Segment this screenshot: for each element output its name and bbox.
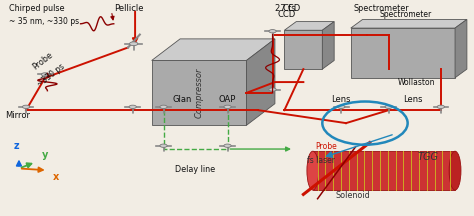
Polygon shape [351, 19, 467, 28]
Circle shape [385, 105, 392, 108]
Text: x: x [53, 172, 59, 183]
Polygon shape [152, 39, 275, 60]
Circle shape [337, 105, 345, 108]
Text: Spectrometer: Spectrometer [353, 4, 409, 13]
Text: Mirror: Mirror [5, 111, 30, 120]
Text: Probe: Probe [315, 142, 337, 151]
Text: CCD: CCD [278, 10, 296, 19]
Polygon shape [313, 151, 455, 190]
Text: Delay line: Delay line [175, 165, 216, 174]
Text: Glan: Glan [173, 95, 192, 104]
Polygon shape [152, 60, 246, 125]
Text: OAP: OAP [219, 95, 236, 104]
Text: 27 fs: 27 fs [275, 4, 296, 13]
Circle shape [224, 144, 231, 147]
Text: Lens: Lens [402, 95, 422, 104]
Circle shape [269, 30, 276, 33]
Circle shape [160, 144, 167, 147]
Text: Lens: Lens [331, 95, 351, 104]
Circle shape [129, 42, 138, 46]
Polygon shape [284, 22, 334, 30]
Text: Pellicle: Pellicle [114, 4, 143, 13]
Circle shape [129, 105, 137, 108]
Polygon shape [246, 39, 275, 125]
Text: z: z [14, 141, 19, 151]
Circle shape [269, 88, 276, 91]
Circle shape [437, 105, 445, 108]
Polygon shape [455, 19, 467, 78]
Text: CCD: CCD [282, 4, 301, 13]
Ellipse shape [307, 151, 319, 190]
Polygon shape [284, 30, 322, 69]
Polygon shape [322, 22, 334, 69]
Text: TGG: TGG [417, 152, 438, 162]
Ellipse shape [449, 151, 461, 190]
Text: ~ 35 nm, ~330 ps: ~ 35 nm, ~330 ps [9, 17, 80, 26]
Circle shape [22, 105, 30, 108]
Circle shape [160, 105, 167, 108]
Text: fs laser: fs laser [307, 156, 335, 165]
Text: Probe: Probe [31, 50, 55, 71]
Text: Compressor: Compressor [195, 68, 203, 118]
Text: ~330 ps: ~330 ps [36, 62, 66, 89]
Circle shape [224, 105, 231, 108]
Text: Chirped pulse: Chirped pulse [9, 4, 65, 13]
Circle shape [41, 73, 49, 76]
Text: Wollaston: Wollaston [398, 78, 436, 87]
Text: Spectrometer: Spectrometer [379, 10, 431, 19]
Text: y: y [42, 150, 48, 160]
Polygon shape [351, 28, 455, 78]
Text: Solenoid: Solenoid [336, 191, 371, 200]
